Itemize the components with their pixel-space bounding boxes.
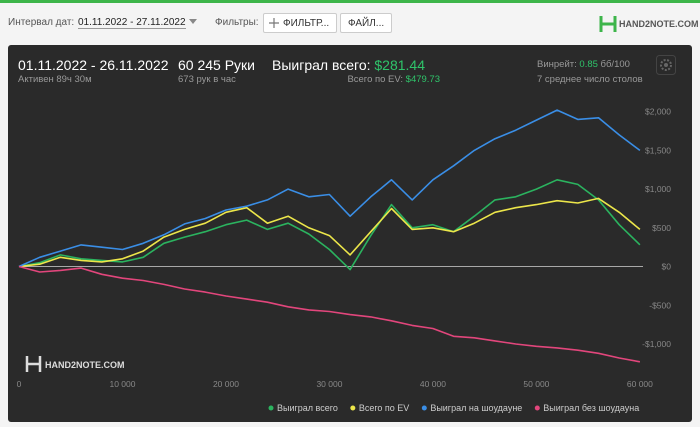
active-time: Активен 89ч 30м [18, 74, 92, 85]
x-tick-label: 30 000 [316, 379, 342, 389]
hands: 60 245 Руки [178, 57, 255, 73]
won-value: $281.44 [374, 57, 425, 73]
y-tick-label: $0 [662, 262, 672, 272]
logo-icon [599, 16, 617, 32]
plus-icon [269, 18, 279, 28]
won-total: Выиграл всего: $281.44 [272, 57, 425, 73]
stats-panel [8, 45, 692, 422]
winrate-unit: бб/100 [600, 59, 630, 70]
won-label: Выиграл всего: [272, 57, 371, 73]
file-button[interactable]: ФАЙЛ... [340, 13, 393, 33]
y-tick-label: $1,500 [645, 145, 671, 155]
winrate-value: 0.85 [579, 59, 598, 70]
period: 01.11.2022 - 26.11.2022 [18, 57, 169, 73]
winrate: Винрейт: 0.85 бб/100 [537, 59, 630, 70]
y-tick-label: -$500 [649, 300, 671, 310]
winrate-label: Винрейт: [537, 59, 577, 70]
series-line [18, 109, 641, 268]
file-button-text: ФАЙЛ... [348, 18, 385, 29]
legend-dot [268, 405, 274, 411]
dropdown-arrow[interactable] [189, 19, 197, 25]
x-tick-label: 0 [17, 379, 22, 389]
y-tick-label: $2,000 [645, 107, 671, 117]
filter-button[interactable]: ФИЛЬТР... [263, 13, 338, 33]
ev-value: $479.73 [405, 74, 440, 85]
legend-label: Выиграл всего [277, 403, 338, 413]
filters-label: Фильтры: [215, 17, 259, 28]
series-line [18, 179, 641, 271]
legend-dot [534, 405, 540, 411]
watermark-icon [25, 356, 42, 372]
x-tick-label: 40 000 [420, 379, 446, 389]
legend-label: Выиграл на шоудауне [430, 403, 522, 413]
y-tick-label: $500 [652, 223, 671, 233]
y-tick-label: $1,000 [645, 184, 671, 194]
ev-label: Всего по EV: [347, 74, 404, 85]
top-accent [0, 0, 700, 3]
watermark: HAND2NOTE.COM [45, 360, 125, 370]
filter-button-text: ФИЛЬТР... [283, 18, 330, 29]
date-label: Интервал дат: [8, 17, 75, 28]
ev-total: Всего по EV: $479.73 [347, 74, 440, 85]
x-tick-label: 50 000 [523, 379, 549, 389]
legend-dot [421, 405, 427, 411]
tables: 7 среднее число столов [537, 74, 643, 85]
legend-label: Всего по EV [359, 403, 409, 413]
x-tick-label: 20 000 [213, 379, 239, 389]
legend-dot [350, 405, 356, 411]
series-line [18, 197, 641, 268]
series-line [18, 265, 641, 363]
y-tick-label: -$1,000 [642, 339, 671, 349]
logo-text: HAND2NOTE.COM [619, 19, 699, 29]
x-tick-label: 60 000 [627, 379, 653, 389]
settings-button[interactable] [656, 55, 676, 75]
date-range[interactable]: 01.11.2022 - 27.11.2022 [78, 17, 186, 29]
legend-label: Выиграл без шоудауна [543, 403, 639, 413]
x-tick-label: 10 000 [109, 379, 135, 389]
hands-per-hour: 673 рук в час [178, 74, 236, 85]
